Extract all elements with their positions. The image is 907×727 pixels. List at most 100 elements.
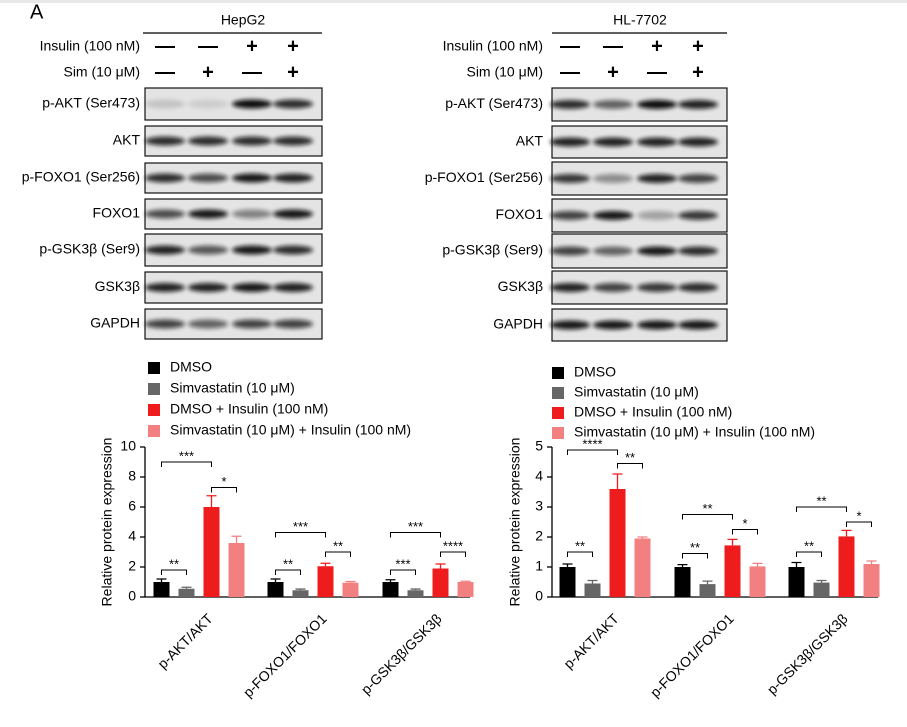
- band: [593, 246, 633, 256]
- legend-label: Simvastatin (10 μM) + Insulin (100 nM): [170, 422, 411, 438]
- band: [550, 174, 590, 183]
- protein-label: p-FOXO1 (Ser256): [22, 169, 140, 185]
- significance-label: *: [221, 474, 226, 489]
- significance-label: ***: [179, 448, 194, 463]
- band: [273, 209, 313, 219]
- band: [593, 211, 633, 220]
- significance-label: *: [742, 516, 747, 531]
- significance-bracket: [161, 569, 187, 575]
- error-bar: [791, 561, 802, 567]
- bar: [813, 582, 830, 597]
- treatment-label: Insulin (100 nM): [40, 38, 140, 54]
- band: [593, 283, 633, 292]
- protein-label: GAPDH: [90, 315, 140, 331]
- significance-bracket: [211, 487, 237, 493]
- band: [273, 283, 313, 292]
- y-tick-label: 5: [535, 438, 543, 454]
- protein-label: p-AKT (Ser473): [445, 95, 543, 111]
- significance-label: ***: [293, 519, 308, 534]
- y-axis-label: Relative protein expression: [99, 438, 115, 607]
- significance-bracket: [275, 569, 301, 575]
- y-tick-label: 4: [128, 528, 136, 544]
- bar: [584, 583, 601, 597]
- bar: [342, 582, 359, 597]
- bar: [699, 584, 716, 597]
- bar: [228, 543, 245, 597]
- band: [188, 209, 228, 219]
- treatment-label: Sim (10 μM): [466, 64, 543, 80]
- y-tick-label: 6: [128, 498, 136, 514]
- band: [678, 283, 718, 292]
- legend-label: DMSO: [574, 364, 616, 380]
- bar: [153, 582, 170, 597]
- cell-line: HL-7702: [613, 12, 667, 28]
- legend-swatch: [552, 407, 564, 419]
- band: [188, 245, 228, 255]
- significance-bracket: [796, 551, 822, 557]
- error-bar: [637, 536, 648, 539]
- band: [145, 283, 185, 292]
- band: [273, 173, 313, 183]
- band: [188, 319, 228, 329]
- y-tick-label: 1: [535, 558, 543, 574]
- treatment-sign: —: [560, 61, 580, 83]
- legend-swatch: [148, 425, 160, 437]
- band: [637, 174, 677, 183]
- treatment-sign: +: [287, 35, 299, 57]
- protein-label: GAPDH: [493, 316, 543, 332]
- band: [678, 246, 718, 256]
- error-bar: [841, 529, 852, 537]
- legend-label: Simvastatin (10 μM) + Insulin (100 nM): [574, 424, 815, 440]
- legend-label: Simvastatin (10 μM): [170, 380, 295, 396]
- error-bar: [345, 580, 356, 583]
- bar: [634, 538, 651, 597]
- error-bar: [231, 535, 242, 543]
- band: [145, 245, 185, 255]
- significance-label: **: [804, 538, 814, 553]
- significance-label: ****: [582, 436, 602, 451]
- band: [678, 174, 718, 183]
- protein-label: p-GSK3β (Ser9): [442, 242, 543, 258]
- error-bar: [587, 579, 598, 584]
- error-bar: [866, 560, 877, 564]
- error-bar: [677, 563, 688, 567]
- bar: [724, 545, 741, 597]
- legend-swatch: [552, 387, 564, 399]
- band: [550, 283, 590, 292]
- error-bar: [562, 563, 573, 567]
- band: [188, 283, 228, 292]
- bar: [407, 590, 424, 597]
- bar: [382, 582, 399, 597]
- significance-bracket: [796, 506, 847, 512]
- bar: [559, 567, 576, 597]
- bar: [432, 568, 449, 597]
- treatment-sign: —: [155, 61, 175, 83]
- bar: [609, 489, 626, 597]
- treatment-sign: +: [246, 35, 258, 57]
- y-tick-label: 0: [535, 588, 543, 604]
- significance-label: *: [856, 508, 861, 523]
- band: [188, 136, 228, 146]
- error-bar: [270, 578, 281, 582]
- protein-label: GSK3β: [498, 278, 543, 294]
- band: [593, 100, 633, 109]
- band: [232, 319, 272, 329]
- band: [637, 320, 677, 330]
- bar: [788, 567, 805, 597]
- error-bar: [727, 538, 738, 546]
- y-tick-label: 8: [128, 468, 136, 484]
- treatment-sign: +: [692, 61, 704, 83]
- treatment-label: Insulin (100 nM): [443, 38, 543, 54]
- band: [593, 320, 633, 330]
- bar: [749, 566, 766, 597]
- significance-bracket: [567, 449, 618, 455]
- treatment-sign: +: [202, 61, 214, 83]
- significance-bracket: [325, 551, 351, 557]
- significance-bracket: [682, 553, 708, 559]
- legend-swatch: [148, 362, 160, 374]
- significance-label: **: [283, 556, 293, 571]
- significance-bracket: [275, 532, 326, 538]
- band: [232, 245, 272, 255]
- significance-label: ***: [408, 519, 423, 534]
- bar: [203, 507, 220, 597]
